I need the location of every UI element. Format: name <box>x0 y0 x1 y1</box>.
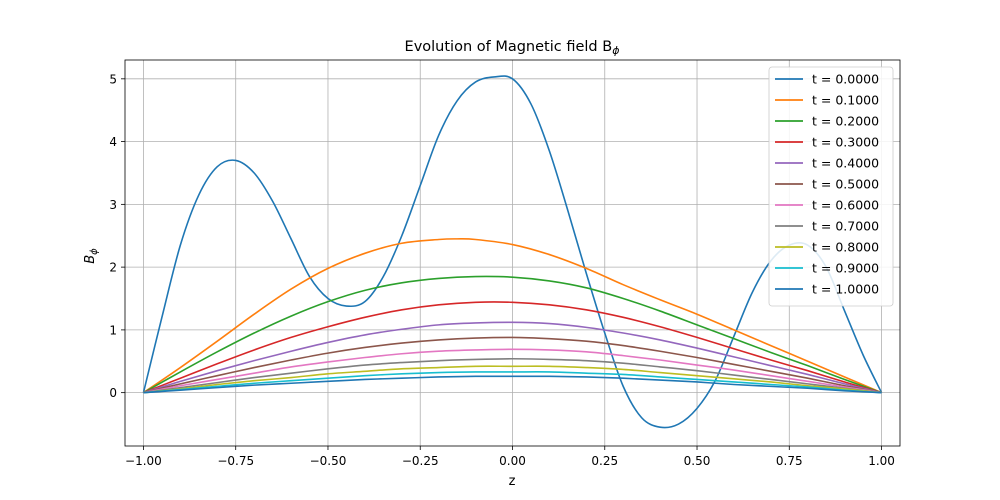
y-tick-label: 4 <box>109 135 117 149</box>
legend-entry: t = 0.7000 <box>812 219 879 234</box>
y-tick-label: 2 <box>109 261 117 275</box>
x-axis-label: z <box>509 474 516 489</box>
series-line-7 <box>143 357 882 394</box>
x-tick-label: −0.25 <box>402 454 439 468</box>
legend-entry: t = 0.3000 <box>812 135 879 150</box>
series-line-4 <box>143 321 882 394</box>
x-tick-label: 0.50 <box>684 454 711 468</box>
x-tick-label: 0.75 <box>776 454 803 468</box>
y-axis-label-subscript: ϕ <box>89 248 100 255</box>
legend-entry: t = 0.9000 <box>812 261 879 276</box>
legend-entry: t = 0.4000 <box>812 156 879 171</box>
legend-entry: t = 0.6000 <box>812 198 879 213</box>
x-tick-label: −0.50 <box>310 454 347 468</box>
y-tick-label: 0 <box>109 386 117 400</box>
legend-entry: t = 1.0000 <box>812 282 879 297</box>
legend: t = 0.0000 t = 0.1000 t = 0.2000 t = 0.3000… <box>768 66 894 307</box>
y-tick-label: 5 <box>109 72 117 86</box>
legend-entry: t = 0.2000 <box>812 114 879 129</box>
series-line-0 <box>142 75 883 429</box>
series-line-9 <box>143 371 882 394</box>
series-line-3 <box>143 301 882 394</box>
legend-entry: t = 0.0000 <box>812 72 879 87</box>
series-lines <box>142 75 883 429</box>
x-tick-label: 0.25 <box>591 454 618 468</box>
x-axis-ticks: −1.00 −0.75 −0.50 −0.25 0.00 0.25 0.50 0.75 1.00 <box>125 446 895 468</box>
series-line-6 <box>143 348 882 394</box>
legend-entry: t = 0.8000 <box>812 240 879 255</box>
chart-title: Evolution of Magnetic field Bϕ <box>405 39 620 57</box>
y-axis-label-main: B <box>83 255 98 264</box>
y-tick-label: 1 <box>109 323 117 337</box>
series-line-10 <box>143 375 882 394</box>
x-tick-label: 0.00 <box>499 454 526 468</box>
series-line-1 <box>143 238 882 394</box>
series-line-8 <box>143 365 882 394</box>
chart-title-subscript: ϕ <box>612 44 619 57</box>
x-tick-label: −0.75 <box>217 454 254 468</box>
y-axis-label: Bϕ <box>83 248 100 264</box>
legend-entry: t = 0.1000 <box>812 93 879 108</box>
y-tick-label: 3 <box>109 198 117 212</box>
y-axis-ticks: 0 1 2 3 4 5 <box>109 72 125 400</box>
x-tick-label: −1.00 <box>125 454 162 468</box>
series-line-2 <box>143 275 882 394</box>
chart-title-main: Evolution of Magnetic field B <box>405 39 613 55</box>
x-tick-label: 1.00 <box>868 454 895 468</box>
legend-entry: t = 0.5000 <box>812 177 879 192</box>
series-line-5 <box>143 336 882 394</box>
